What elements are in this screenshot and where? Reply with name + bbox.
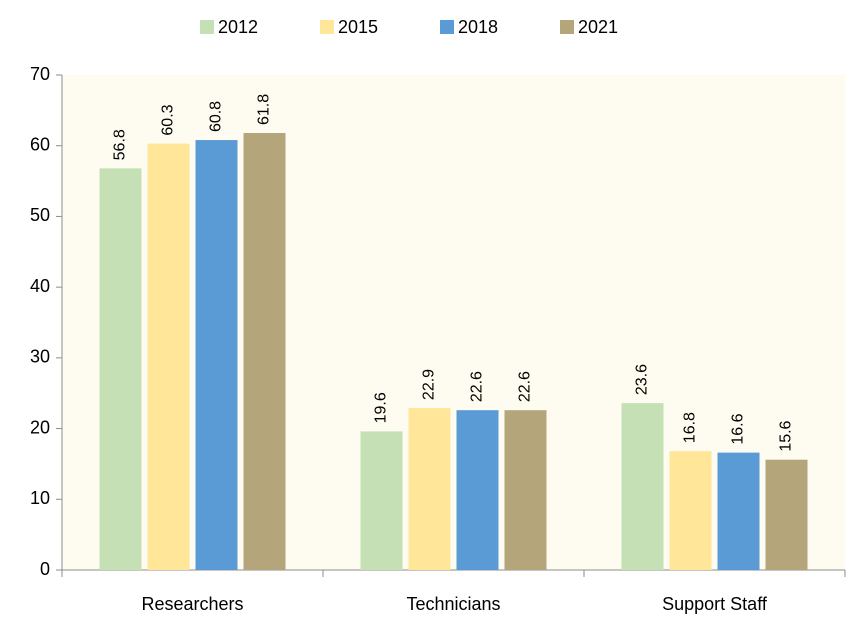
- legend-swatch: [440, 20, 454, 34]
- x-tick-label: Support Staff: [662, 594, 768, 614]
- bar: [669, 451, 712, 570]
- bar: [621, 403, 664, 570]
- plot-area: [62, 75, 845, 570]
- data-label: 19.6: [373, 392, 390, 423]
- legend-label: 2021: [578, 17, 618, 37]
- data-label: 60.8: [208, 101, 225, 132]
- data-label: 16.6: [730, 413, 747, 444]
- y-tick-label: 40: [30, 276, 50, 296]
- y-tick-label: 50: [30, 205, 50, 225]
- data-label: 16.8: [682, 412, 699, 443]
- bar: [765, 459, 808, 570]
- bar: [195, 140, 238, 571]
- legend-swatch: [560, 20, 574, 34]
- data-label: 61.8: [256, 94, 273, 125]
- data-label: 15.6: [778, 420, 795, 451]
- legend-label: 2012: [218, 17, 258, 37]
- data-label: 22.9: [421, 369, 438, 400]
- data-label: 56.8: [112, 129, 129, 160]
- data-label: 22.6: [517, 371, 534, 402]
- y-tick-label: 30: [30, 347, 50, 367]
- legend-swatch: [320, 20, 334, 34]
- bar: [99, 168, 142, 571]
- legend-label: 2015: [338, 17, 378, 37]
- bar: [360, 431, 403, 570]
- data-label: 23.6: [634, 364, 651, 395]
- bar: [717, 452, 760, 570]
- bar: [147, 143, 190, 571]
- bar: [408, 408, 451, 570]
- legend-label: 2018: [458, 17, 498, 37]
- y-tick-label: 0: [40, 559, 50, 579]
- y-tick-label: 70: [30, 64, 50, 84]
- x-tick-label: Researchers: [141, 594, 243, 614]
- y-tick-label: 10: [30, 488, 50, 508]
- bar: [504, 410, 547, 570]
- x-tick-label: Technicians: [406, 594, 500, 614]
- bar: [456, 410, 499, 570]
- bar: [243, 132, 286, 570]
- y-tick-label: 60: [30, 134, 50, 154]
- data-label: 22.6: [469, 371, 486, 402]
- legend-swatch: [200, 20, 214, 34]
- y-tick-label: 20: [30, 417, 50, 437]
- data-label: 60.3: [160, 104, 177, 135]
